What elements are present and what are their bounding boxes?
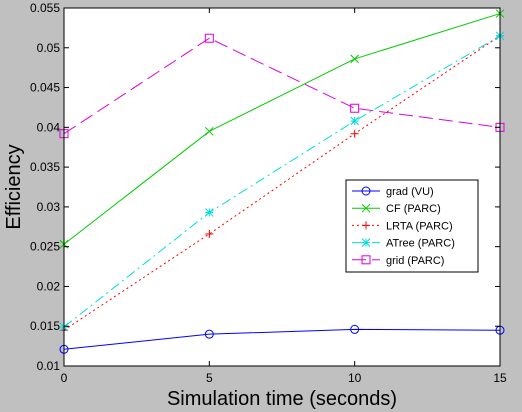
legend: grad (VU) CF (PARC) LRTA (PARC) ATree (PARC… [345, 179, 479, 273]
data-point-lrta [350, 129, 359, 138]
legend-marker-cf [361, 203, 371, 213]
legend-label-grid: grid (PARC) [386, 255, 444, 267]
x-tick-label: 15 [493, 371, 507, 385]
plot-frame [63, 7, 501, 367]
data-point-atree [204, 208, 214, 217]
legend-marker-lrta [362, 221, 370, 230]
y-tick-label: 0.05 [37, 41, 61, 55]
legend-label-lrta: LRTA (PARC) [386, 220, 453, 232]
data-point-atree [350, 116, 360, 126]
y-tick-label: 0.04 [37, 120, 61, 134]
series-line-atree [63, 35, 501, 328]
x-tick-label: 0 [61, 371, 68, 385]
series-line-grad [63, 328, 501, 350]
legend-marker-grid [361, 255, 371, 265]
legend-marker-atree [361, 238, 371, 247]
y-tick-label: 0.045 [30, 81, 60, 95]
y-tick-label: 0.035 [30, 160, 60, 174]
data-point-grad [350, 324, 360, 334]
y-tick-label: 0.055 [30, 1, 60, 15]
legend-label-grad: grad (VU) [386, 186, 434, 198]
data-point-grad [204, 329, 214, 339]
data-point-lrta [205, 229, 214, 238]
data-point-cf [204, 126, 214, 136]
x-tick-label: 10 [348, 371, 362, 385]
y-tick-label: 0.01 [37, 359, 61, 373]
y-tick-label: 0.02 [37, 279, 61, 293]
series-line-grid [63, 37, 501, 135]
y-tick-label: 0.025 [30, 240, 60, 254]
legend-marker-grad [361, 186, 371, 196]
y-axis-title: Efficiency [3, 144, 25, 229]
data-point-grid [350, 103, 360, 113]
y-tick-label: 0.015 [30, 319, 60, 333]
legend-label-atree: ATree (PARC) [386, 238, 455, 250]
legend-box [345, 179, 479, 273]
x-axis-title: Simulation time (seconds) [167, 388, 397, 410]
x-tick-label: 5 [206, 371, 213, 385]
data-point-cf [350, 54, 360, 64]
y-tick-label: 0.03 [37, 200, 61, 214]
series-line-cf [63, 13, 501, 245]
axes-layer: 0 5 10 15 0.01 0.015 0.02 0.025 0.03 0.035 0.04 0.0… [30, 1, 507, 385]
legend-label-cf: CF (PARC) [386, 203, 441, 215]
data-point-grid [204, 33, 214, 43]
